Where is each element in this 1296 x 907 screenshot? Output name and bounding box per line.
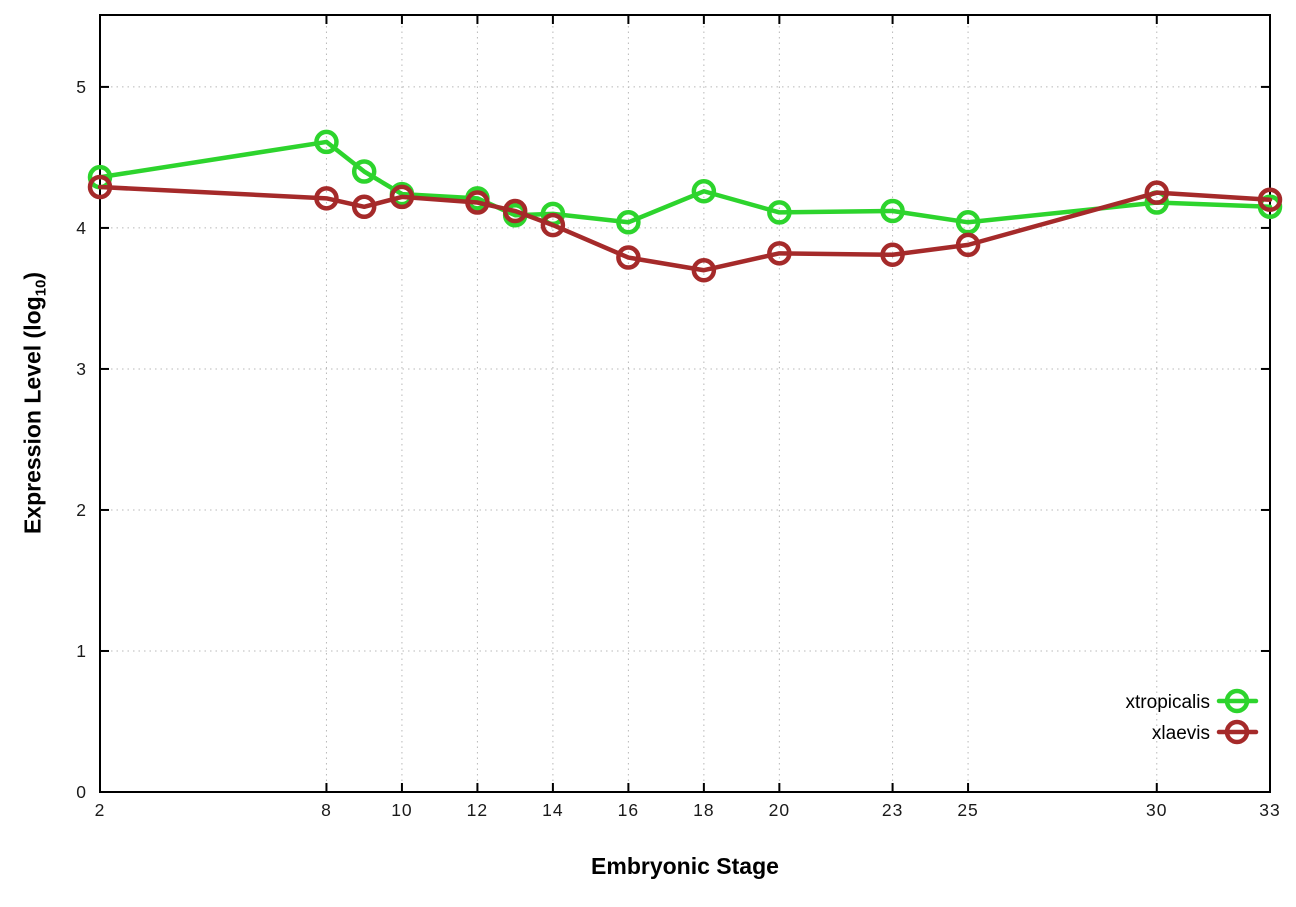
series-line-xlaevis: [97, 184, 1273, 273]
x-tick-label-2: 2: [95, 800, 106, 820]
data-point-xlaevis-stage-20: [767, 241, 792, 266]
y-axis-title: Expression Level (log10): [19, 271, 50, 535]
y-axis-title-text: Expression Level (log: [19, 296, 46, 535]
x-tick-label-16: 16: [618, 800, 639, 820]
x-tick-label-30: 30: [1146, 800, 1167, 820]
data-point-xlaevis-stage-18: [691, 257, 717, 283]
data-point-xlaevis-stage-25: [955, 232, 981, 258]
y-tick-label-3: 3: [76, 359, 87, 379]
y-tick-label-0: 0: [76, 782, 87, 802]
x-tick-label-25: 25: [957, 800, 978, 820]
data-point-xtropicalis-stage-23: [880, 198, 905, 224]
x-tick-label-23: 23: [882, 800, 903, 820]
data-point-xtropicalis-stage-20: [767, 200, 792, 225]
data-point-xtropicalis-stage-18: [691, 179, 717, 204]
legend-sample-marker-xtropicalis: [1224, 688, 1250, 714]
data-point-xlaevis-stage-10: [389, 184, 415, 210]
y-tick-label-5: 5: [76, 77, 87, 97]
data-point-xlaevis-stage-2: [87, 174, 113, 200]
data-point-xtropicalis-stage-8: [314, 129, 339, 155]
data-point-xlaevis-stage-23: [880, 242, 905, 267]
data-point-xlaevis-stage-9: [351, 194, 377, 220]
x-tick-label-8: 8: [321, 800, 332, 820]
series-line-xtropicalis: [97, 139, 1273, 225]
x-tick-label-20: 20: [769, 800, 790, 820]
x-tick-label-10: 10: [391, 800, 412, 820]
x-axis-title: Embryonic Stage: [591, 853, 779, 879]
legend-sample-marker-xlaevis: [1224, 719, 1250, 745]
data-point-xlaevis-stage-8: [314, 186, 339, 211]
legend-label-xlaevis: xlaevis: [1152, 723, 1210, 744]
legend-label-xtropicalis: xtropicalis: [1126, 692, 1210, 713]
y-axis-title-subscript: 10: [32, 279, 50, 297]
data-point-xlaevis-stage-16: [616, 245, 641, 270]
x-tick-label-12: 12: [467, 800, 488, 820]
data-point-xlaevis-stage-12: [465, 190, 490, 215]
x-tick-label-18: 18: [693, 800, 714, 820]
plot-border: [99, 14, 1271, 793]
data-point-xtropicalis-stage-16: [616, 210, 641, 235]
data-point-xlaevis-stage-30: [1144, 180, 1170, 205]
data-point-xtropicalis-stage-9: [351, 159, 377, 184]
x-tick-label-33: 33: [1259, 800, 1280, 820]
data-point-xlaevis-stage-33: [1257, 187, 1283, 212]
y-tick-label-2: 2: [76, 500, 87, 520]
x-tick-label-14: 14: [542, 800, 563, 820]
y-axis-title-close: ): [19, 271, 46, 280]
y-tick-label-4: 4: [76, 218, 87, 238]
data-point-xtropicalis-stage-25: [955, 210, 981, 235]
data-point-xlaevis-stage-14: [540, 212, 566, 238]
y-tick-label-1: 1: [76, 641, 87, 661]
data-point-xlaevis-stage-13: [502, 198, 528, 224]
